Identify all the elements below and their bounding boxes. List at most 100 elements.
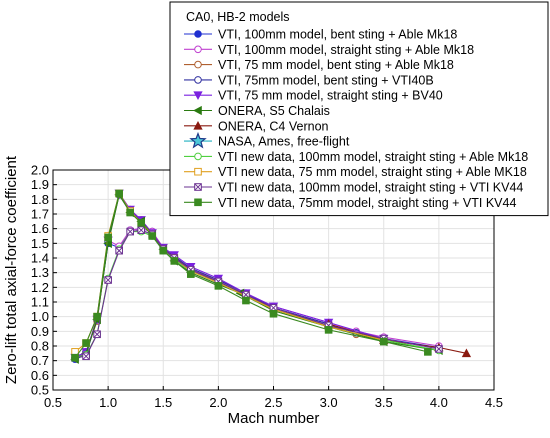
data-point [126,227,134,236]
y-tick-label: 1.3 [31,265,49,280]
legend-marker [193,105,202,116]
legend-marker [194,76,202,84]
x-tick-label: 0.5 [44,395,62,410]
x-tick-label: 2.0 [209,395,227,410]
legend-marker [194,30,202,38]
data-point [93,312,101,321]
x-tick-label: 3.0 [320,395,338,410]
data-point [93,330,101,339]
legend-marker [194,45,202,54]
legend-entry: VTI new data, 75mm model, straight sting… [184,196,516,210]
legend-entry: VTI new data, 100mm model, straight stin… [184,150,528,164]
data-point [104,276,112,284]
legend-label: VTI, 75 mm model, straight sting + BV40 [218,89,443,103]
series-layer [70,189,472,364]
series-line [74,192,384,359]
data-point [170,257,179,265]
series-line [74,192,384,359]
series-11 [71,189,432,362]
legend-label: ONERA, S5 Chalais [218,104,330,118]
legend-marker [194,183,202,191]
y-tick-label: 1.6 [31,221,49,236]
data-point [435,345,443,353]
series-6 [323,319,472,358]
legend-label: VTI, 100mm model, bent sting + Able Mk18 [218,28,457,42]
legend-label: VTI new data, 100mm model, straight stin… [218,181,523,195]
legend-entry: VTI, 75 mm model, straight sting + BV40 [184,89,443,103]
x-tick-label: 1.0 [99,395,117,410]
x-tick-label: 4.0 [430,395,448,410]
y-tick-label: 0.9 [31,324,49,339]
legend-title: CA0, HB-2 models [186,10,290,24]
x-tick-label: 3.5 [375,395,393,410]
x-axis-title: Mach number [228,410,320,427]
x-tick-label: 4.5 [485,395,503,410]
data-point [115,246,123,255]
y-tick-label: 1.1 [31,295,49,310]
legend-entry: ONERA, C4 Vernon [184,119,329,133]
y-tick-label: 0.7 [31,353,49,368]
data-point [269,309,278,318]
data-point [242,296,250,305]
series-line [74,192,428,359]
series-line [74,193,384,359]
data-point [115,189,123,198]
legend-label: VTI new data, 100mm model, straight stin… [218,150,528,164]
data-point [71,353,79,362]
y-tick-label: 0.6 [31,368,49,383]
legend-label: NASA, Ames, free-flight [218,135,350,149]
data-point [82,352,90,361]
legend-marker [194,60,202,69]
legend-entry: VTI, 75 mm model, bent sting + Able Mk18 [184,58,454,72]
legend-label: VTI, 75 mm model, bent sting + Able Mk18 [218,58,454,72]
data-point [424,348,432,356]
y-tick-label: 1.5 [31,236,49,251]
y-axis-title: Zero-lift total axial-force coefficient [3,155,20,384]
data-point [137,226,145,234]
legend-entries: VTI, 100mm model, bent sting + Able Mk18… [184,28,528,210]
data-point [137,219,145,227]
y-tick-label: 0.5 [31,383,49,398]
legend-label: VTI, 100mm model, straight sting + Able … [218,43,474,57]
legend-entry: VTI new data, 100mm model, straight stin… [184,181,523,195]
y-tick-label: 1.9 [31,177,49,192]
legend-label: VTI new data, 75 mm model, straight stin… [218,165,527,179]
legend-marker [194,167,202,176]
data-point [214,282,223,290]
data-point [126,208,134,217]
legend-label: ONERA, C4 Vernon [218,119,329,133]
y-tick-label: 1.4 [31,251,49,266]
y-tick-label: 2.0 [31,163,49,178]
legend-label: VTI, 75mm model, bent sting + VTI40B [218,73,434,87]
legend-entry: VTI, 100mm model, straight sting + Able … [184,43,474,57]
y-tick-label: 1.0 [31,309,49,324]
series-3 [71,191,388,362]
legend-label: VTI new data, 75mm model, straight sting… [218,196,516,210]
data-point [82,339,90,347]
legend-box [169,1,549,217]
y-tick-label: 1.7 [31,207,49,222]
y-tick-label: 1.8 [31,192,49,207]
y-tick-label: 0.8 [31,339,49,354]
legend-marker [193,120,203,130]
data-point [148,232,157,240]
data-point [379,337,388,346]
legend-entry: VTI new data, 75 mm model, straight stin… [184,165,527,179]
data-point [104,233,112,242]
legend-entry: ONERA, S5 Chalais [184,104,330,118]
data-point [324,326,333,334]
y-tick-label: 1.2 [31,280,49,295]
legend-marker [193,91,203,101]
data-point [159,246,168,255]
data-point [461,348,472,358]
tick-layer: 0.5 1.0 1.5 2.0 2.5 3.0 3.5 4.0 4.50.50.60.70.80… [31,163,503,411]
legend-entry: NASA, Ames, free-flight [184,131,350,149]
legend-entry: VTI, 75mm model, bent sting + VTI40B [184,73,434,87]
x-tick-label: 1.5 [154,395,172,410]
legend: CA0, HB-2 models VTI, 100mm model, bent … [169,1,549,217]
legend-entry: VTI, 100mm model, bent sting + Able Mk18 [184,28,457,42]
x-tick-label: 2.5 [264,395,282,410]
legend-marker [194,198,202,207]
